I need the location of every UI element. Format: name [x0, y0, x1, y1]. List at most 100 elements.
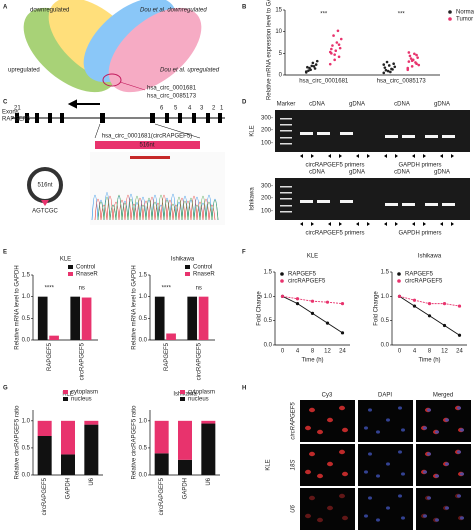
- y-tick-label: 0.5: [139, 316, 148, 322]
- band: [402, 203, 415, 206]
- point: [325, 300, 330, 304]
- exon: [60, 113, 64, 123]
- point: [335, 41, 339, 44]
- lane-label: cDNA: [394, 102, 410, 108]
- point: [442, 302, 447, 306]
- bar-segment: [84, 424, 99, 475]
- exon-number: 3: [200, 106, 204, 112]
- primer-arrow: [356, 222, 359, 226]
- gene-label: Exons: [2, 110, 19, 116]
- y-tick-label: 0.0: [22, 338, 31, 344]
- band: [317, 200, 330, 203]
- point: [328, 50, 332, 54]
- panel-letter: G: [3, 386, 8, 392]
- bar: [166, 333, 176, 340]
- y-tick-label: 1.5: [22, 273, 31, 279]
- point: [415, 53, 418, 57]
- legend-label: cytoplasm: [71, 390, 98, 396]
- band: [442, 135, 455, 138]
- cell-signal: [317, 473, 323, 479]
- venn-set: [108, 7, 202, 93]
- ladder-band: [280, 118, 292, 120]
- ladder-band: [280, 211, 292, 213]
- chart-title: Ishikawa: [173, 392, 197, 398]
- point: [314, 63, 318, 66]
- primer-arrow: [328, 154, 331, 158]
- gene-structure: [12, 99, 225, 225]
- primer-arrow: [451, 222, 454, 226]
- cell-signal: [317, 429, 323, 435]
- x-tick-label: circRAPGEF5: [79, 342, 85, 380]
- venn-label: downregulated: [30, 8, 69, 14]
- bar: [187, 296, 198, 340]
- cell-signal: [342, 471, 348, 477]
- cell-signal: [327, 461, 333, 467]
- venn: [23, 0, 202, 93]
- chart-title: Ishikawa: [171, 257, 195, 263]
- primer-arrow: [395, 154, 398, 158]
- annotation: ns: [79, 286, 85, 292]
- circle-label: 516nt: [37, 183, 52, 189]
- x-tick-label: 12: [441, 349, 448, 355]
- y-tick-label: 0.5: [264, 318, 273, 324]
- exon-number: 5: [174, 106, 178, 112]
- point: [392, 62, 395, 66]
- point: [330, 47, 333, 51]
- y-tick-label: 0.0: [381, 343, 390, 349]
- y-tick-label: 10: [275, 29, 282, 35]
- annotation: ****: [162, 286, 172, 292]
- nucleus: [460, 516, 464, 520]
- x-tick-label: 12: [324, 349, 331, 355]
- nucleus: [368, 452, 372, 456]
- point: [312, 65, 316, 68]
- micrograph: [358, 444, 413, 486]
- nucleus: [445, 462, 449, 466]
- legend-swatch: [185, 272, 190, 276]
- nucleus: [427, 408, 431, 412]
- bar-segment: [37, 420, 52, 436]
- point: [457, 333, 462, 337]
- y-tick-label: 1.0: [381, 294, 390, 300]
- gene-label: RAPGEF5: [2, 117, 31, 123]
- y-tick-label: 1.5: [381, 270, 390, 276]
- exon-number: 4: [188, 106, 192, 112]
- band: [340, 200, 353, 203]
- cell-signal: [342, 515, 348, 521]
- exon: [48, 113, 52, 123]
- point: [393, 65, 397, 69]
- exon: [25, 113, 29, 123]
- y-tick-label: 1.0: [22, 294, 31, 300]
- y-tick-label: 0.5: [381, 318, 390, 324]
- exon: [15, 113, 19, 123]
- column-label: Cy3: [322, 393, 333, 399]
- point: [313, 67, 317, 70]
- legend-label: circRAPGEF5: [288, 279, 326, 285]
- trace: [94, 195, 216, 221]
- nucleus: [398, 406, 402, 410]
- nucleus: [401, 428, 405, 432]
- lane-label: cDNA: [394, 170, 410, 176]
- highlight-label: hsa_circ_0001681: [147, 86, 197, 92]
- exon: [165, 113, 169, 123]
- nucleus: [401, 516, 405, 520]
- size-label: 200-: [261, 128, 273, 134]
- primer-arrow: [356, 154, 359, 158]
- point: [417, 63, 421, 67]
- bar-segment: [61, 420, 75, 455]
- nucleus: [376, 430, 380, 434]
- band: [442, 203, 455, 206]
- column-label: DAPI: [378, 393, 392, 399]
- primer-arrow: [384, 222, 387, 226]
- bar-segment: [201, 420, 216, 424]
- nucleus: [457, 450, 461, 454]
- y-tick-label: 1.0: [264, 294, 273, 300]
- y-tick-label: 0.5: [22, 316, 31, 322]
- legend-label: cytoplasm: [188, 390, 215, 396]
- nucleus: [376, 474, 380, 478]
- y-tick-label: 0.5: [139, 445, 148, 451]
- nucleus: [364, 426, 368, 430]
- primer-arrow: [423, 222, 426, 226]
- point: [340, 302, 345, 306]
- y-tick-label: 0.0: [264, 343, 273, 349]
- chart-title: Ishikawa: [418, 254, 442, 260]
